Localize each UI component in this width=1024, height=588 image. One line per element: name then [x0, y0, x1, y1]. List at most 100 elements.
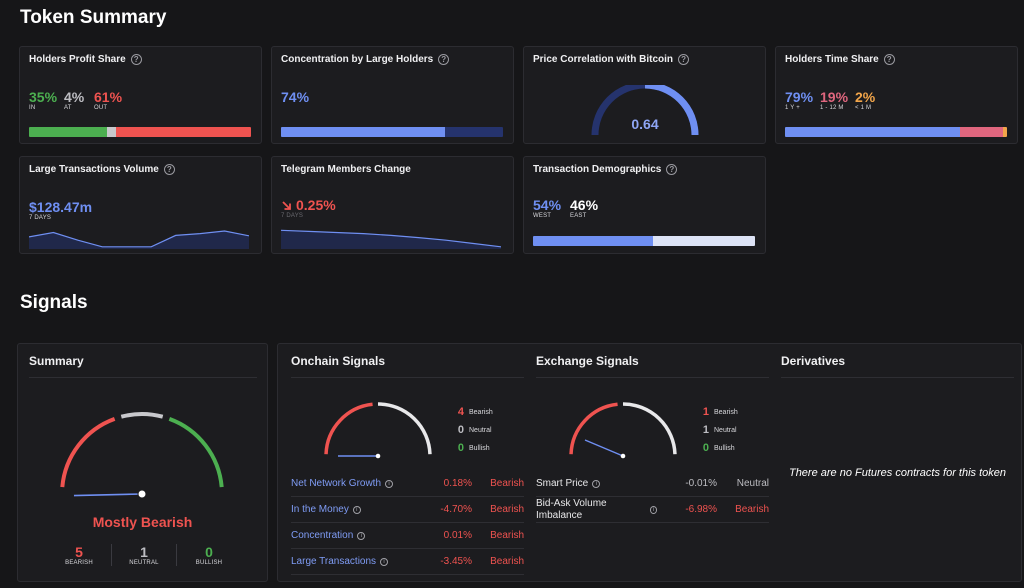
signal-verdict: Neutral	[736, 478, 769, 489]
exchange-divider	[536, 377, 769, 378]
holders-time-share-card: Holders Time Share? 79% 1 Y + 19% 1 - 12…	[775, 46, 1018, 144]
help-icon[interactable]: ?	[883, 54, 895, 65]
exchange-gauge-bearish-arc	[569, 402, 618, 455]
profit-out-value: 61%	[94, 89, 123, 105]
onchain-gauge-bearish-arc	[324, 402, 373, 455]
large-tx-sparkline	[29, 230, 249, 249]
concentration-bar	[281, 127, 503, 137]
info-icon[interactable]: i	[649, 505, 657, 514]
telegram-value: 0.25%	[296, 197, 336, 213]
exchange-legend-bullish: 0 Bullish	[702, 442, 735, 454]
correlation-value: 0.64	[631, 116, 658, 132]
card-title: Telegram Members Change	[281, 164, 411, 175]
signal-name-label: In the Money	[291, 503, 349, 515]
concentration-value: 74%	[281, 89, 310, 105]
summary-counts: 5 BEARISH 1 NEUTRAL 0 BULLISH	[54, 544, 234, 566]
signals-detail-panel: Onchain Signals 4 Bearish 0 Neutral 0 Bulli…	[277, 343, 1022, 582]
help-icon[interactable]: ?	[666, 164, 678, 175]
demo-west-stat: 54% WEST	[533, 197, 561, 219]
time-mid-value: 19%	[820, 89, 849, 105]
summary-bearish-count: 5 BEARISH	[65, 544, 93, 566]
signal-name[interactable]: Net Network Growth i	[291, 478, 412, 490]
summary-gauge-needle	[73, 493, 143, 497]
large-tx-period: 7 DAYS	[29, 215, 52, 221]
card-title: Holders Time Share?	[785, 54, 895, 65]
info-icon[interactable]: i	[592, 479, 601, 488]
signal-row[interactable]: Net Network Growth i 0.18% Bearish	[291, 471, 524, 497]
summary-title: Summary	[29, 354, 84, 368]
signal-row[interactable]: Large Transactions i -3.45% Bearish	[291, 549, 524, 575]
signal-verdict: Bearish	[490, 478, 524, 489]
profit-in-value: 35%	[29, 89, 58, 105]
concentration-card: Concentration by Large Holders? 74%	[271, 46, 514, 144]
exchange-title: Exchange Signals	[536, 354, 639, 368]
signal-name: Smart Price i	[536, 478, 657, 490]
help-icon[interactable]: ?	[130, 54, 142, 65]
telegram-stat: 0.25% 7 DAYS	[281, 197, 336, 219]
signal-name-label: Net Network Growth	[291, 477, 382, 489]
help-icon[interactable]: ?	[163, 164, 175, 175]
exchange-legend-bearish: 1 Bearish	[702, 406, 738, 418]
card-title: Holders Profit Share?	[29, 54, 142, 65]
help-icon[interactable]: ?	[438, 54, 450, 65]
count-divider	[111, 544, 112, 566]
large-tx-value: $128.47m	[29, 199, 93, 215]
signal-name[interactable]: In the Money i	[291, 504, 412, 516]
exchange-gauge-pivot	[620, 453, 626, 459]
signals-heading: Signals	[20, 292, 88, 313]
time-short-value: 2%	[855, 89, 876, 105]
btc-correlation-card: Price Correlation with Bitcoin? 0.64	[523, 46, 766, 144]
signal-name-label: Bid-Ask Volume Imbalance	[536, 497, 607, 521]
signal-value: -3.45%	[440, 556, 472, 567]
demo-bar-west-segment	[533, 236, 653, 246]
signal-row[interactable]: Concentration i 0.01% Bearish	[291, 523, 524, 549]
concentration-bar-fill	[281, 127, 446, 137]
summary-gauge-bullish-arc	[168, 416, 224, 488]
exchange-legend-neutral: 1 Neutral	[702, 424, 737, 436]
signals-summary-card: Summary Mostly Bearish 5 BEARISH 1 NEUTR…	[17, 343, 268, 582]
sparkline-area	[281, 230, 501, 249]
count-divider	[176, 544, 177, 566]
onchain-legend-bullish: 0 Bullish	[457, 442, 490, 454]
signal-value: -4.70%	[440, 504, 472, 515]
info-icon[interactable]: i	[352, 505, 361, 514]
exchange-gauge	[569, 402, 677, 459]
profit-share-bar	[29, 127, 251, 137]
signal-verdict: Bearish	[490, 530, 524, 541]
demographics-bar	[533, 236, 755, 246]
time-mid-stat: 19% 1 - 12 M	[820, 89, 848, 111]
signal-verdict: Bearish	[490, 504, 524, 515]
correlation-gauge-fill	[644, 85, 699, 136]
help-icon[interactable]: ?	[678, 54, 690, 65]
summary-gauge-pivot	[137, 489, 147, 499]
telegram-period: 7 DAYS	[281, 213, 304, 219]
signal-name[interactable]: Concentration i	[291, 530, 412, 542]
onchain-gauge-pivot	[375, 453, 381, 459]
derivatives-title: Derivatives	[781, 354, 846, 368]
exchange-gauge-needle	[584, 439, 624, 457]
signal-row[interactable]: Smart Price i -0.01% Neutral	[536, 471, 769, 497]
profit-at-label: AT	[64, 105, 72, 111]
profit-bar-in-segment	[29, 127, 107, 137]
signal-name[interactable]: Large Transactions i	[291, 556, 412, 568]
info-icon[interactable]: i	[357, 531, 366, 540]
profit-in-label: IN	[29, 105, 36, 111]
derivatives-divider	[781, 377, 1014, 378]
demo-east-value: 46%	[570, 197, 599, 213]
summary-verdict: Mostly Bearish	[92, 514, 193, 530]
summary-neutral-count: 1 NEUTRAL	[129, 544, 159, 566]
time-share-bar	[785, 127, 1007, 137]
info-icon[interactable]: i	[380, 557, 389, 566]
exchange-gauge-rest-arc	[622, 402, 677, 455]
summary-divider	[29, 377, 257, 378]
signal-row[interactable]: Bid-Ask Volume Imbalance i -6.98% Bearish	[536, 497, 769, 523]
info-icon[interactable]: i	[385, 479, 394, 488]
profit-out-label: OUT	[94, 105, 108, 111]
time-long-label: 1 Y +	[785, 105, 800, 111]
demo-west-value: 54%	[533, 197, 562, 213]
signal-value: 0.01%	[443, 530, 472, 541]
signal-row[interactable]: In the Money i -4.70% Bearish	[291, 497, 524, 523]
signal-verdict: Bearish	[735, 504, 769, 515]
large-tx-stat: $128.47m 7 DAYS	[29, 199, 92, 221]
onchain-legend-neutral: 0 Neutral	[457, 424, 492, 436]
